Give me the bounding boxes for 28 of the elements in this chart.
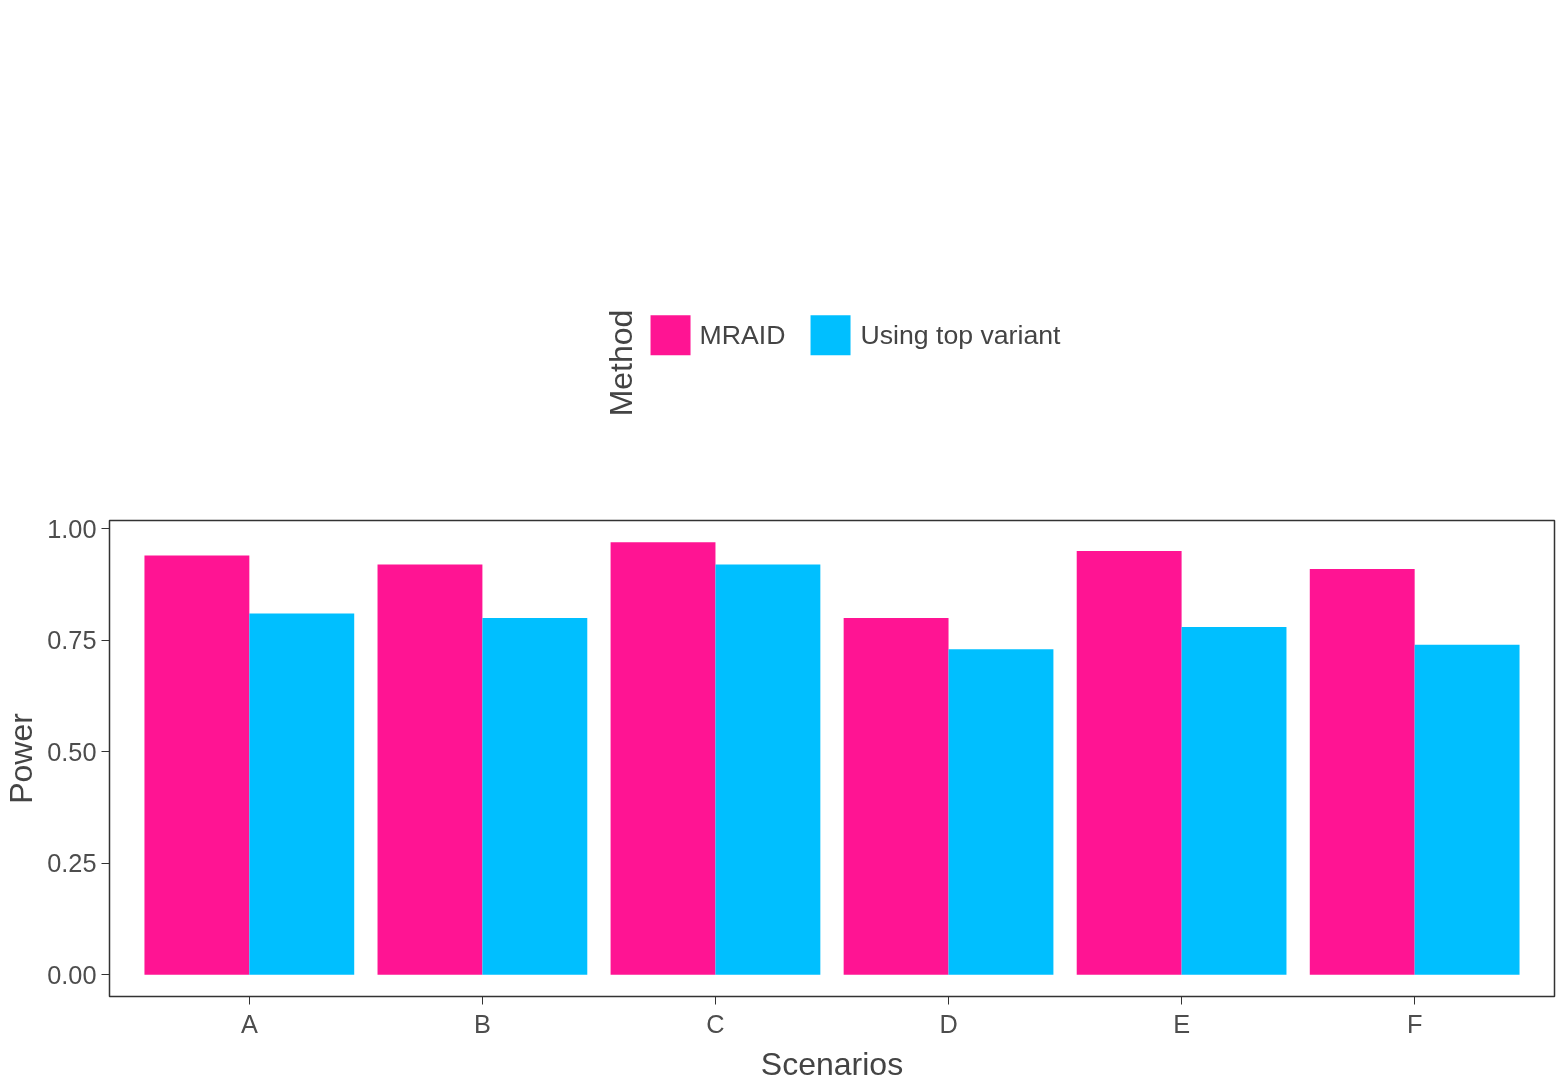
y-axis-title: Power bbox=[3, 712, 40, 804]
y-tick-label: 1.00 bbox=[47, 514, 97, 543]
bar bbox=[948, 649, 1054, 975]
x-tick-label: A bbox=[240, 1009, 258, 1038]
bar bbox=[1181, 626, 1287, 975]
x-tick-label: E bbox=[1173, 1009, 1191, 1038]
bar bbox=[249, 613, 355, 975]
x-tick-label: C bbox=[706, 1009, 725, 1038]
legend-title: Method bbox=[602, 309, 640, 417]
bar bbox=[715, 564, 821, 975]
legend-label: MRAID bbox=[699, 319, 786, 351]
x-tick-label: B bbox=[473, 1009, 491, 1038]
bar bbox=[1414, 644, 1520, 975]
y-tick-label: 0.00 bbox=[47, 960, 97, 989]
bar bbox=[1309, 568, 1415, 975]
x-axis-title: Scenarios bbox=[760, 1045, 904, 1082]
legend-label: Using top variant bbox=[860, 319, 1061, 351]
bar bbox=[610, 542, 716, 975]
bar bbox=[1076, 551, 1182, 975]
y-tick-label: 0.50 bbox=[47, 737, 97, 766]
x-tick-label: F bbox=[1406, 1009, 1423, 1038]
bar bbox=[144, 555, 250, 975]
y-tick-label: 0.25 bbox=[47, 849, 97, 878]
bar bbox=[377, 564, 483, 975]
x-tick-label: D bbox=[939, 1009, 958, 1038]
bar bbox=[482, 617, 588, 975]
bar bbox=[843, 617, 949, 975]
y-tick-label: 0.75 bbox=[47, 626, 97, 655]
